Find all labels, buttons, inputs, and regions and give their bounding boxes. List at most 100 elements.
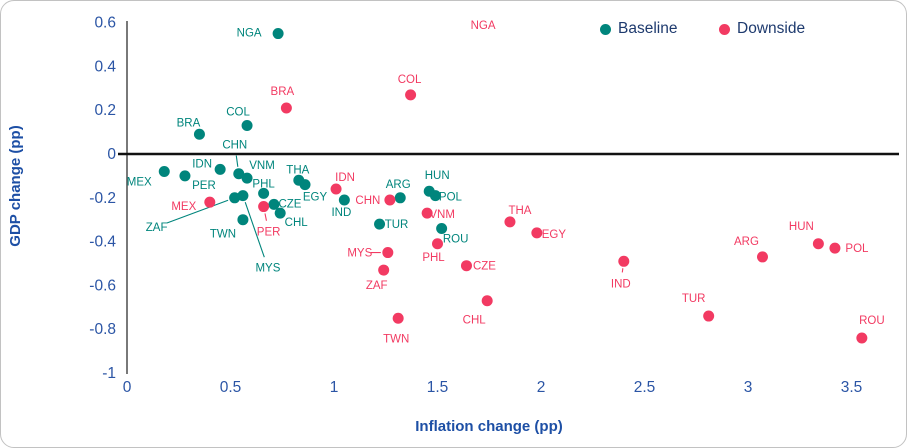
point-baseline-MYS: [237, 190, 249, 202]
y-tick-label: -1: [102, 365, 116, 382]
point-downside-CZE: [460, 260, 472, 272]
point-baseline-PHL: [258, 187, 270, 199]
point-downside-BRA: [280, 102, 292, 114]
point-downside-ROU: [856, 332, 868, 344]
leader-line-baseline-ZAF: [166, 199, 229, 224]
point-label-downside-ARG: ARG: [734, 236, 759, 248]
point-label-baseline-BRA: BRA: [177, 117, 201, 129]
point-baseline-ARG: [394, 192, 406, 204]
point-baseline-ZAF: [229, 192, 241, 204]
x-tick-label: 0: [123, 379, 132, 396]
legend-item-baseline: Baseline: [600, 20, 677, 38]
point-label-downside-MYS: MYS: [347, 248, 372, 260]
x-tick-label: 0.5: [220, 379, 242, 396]
point-label-downside-CHL: CHL: [463, 315, 487, 327]
point-downside-EGY: [531, 227, 543, 239]
point-label-baseline-CHN: CHN: [222, 140, 247, 152]
point-baseline-CZE: [268, 198, 280, 210]
x-tick-label: 3.5: [841, 379, 863, 396]
point-label-baseline-TUR: TUR: [385, 219, 409, 231]
point-downside-ZAF: [378, 264, 390, 276]
point-label-baseline-ARG: ARG: [386, 179, 411, 191]
x-axis-title: Inflation change (pp): [415, 418, 563, 435]
point-downside-THA: [504, 216, 516, 228]
point-label-baseline-PHL: PHL: [252, 178, 275, 190]
point-baseline-IDN: [214, 163, 226, 175]
point-baseline-EGY: [299, 179, 311, 191]
leader-line-downside-PER: [264, 213, 268, 221]
leader-line-baseline-CHN: [235, 155, 239, 167]
y-tick-label: -0.8: [89, 321, 116, 338]
point-baseline-POL: [429, 190, 441, 202]
point-label-downside-BRA: BRA: [271, 86, 295, 98]
point-downside-CHN: [384, 194, 396, 206]
point-label-downside-NGA: NGA: [471, 20, 496, 32]
point-label-baseline-HUN: HUN: [425, 170, 450, 182]
point-label-baseline-PER: PER: [192, 180, 216, 192]
point-downside-PHL: [432, 238, 443, 250]
point-label-baseline-COL: COL: [226, 107, 250, 119]
point-label-downside-POL: POL: [845, 243, 869, 255]
y-tick-label: -0.6: [89, 277, 116, 294]
point-baseline-PER: [179, 170, 191, 182]
legend-label-baseline: Baseline: [618, 20, 678, 37]
point-downside-ARG: [756, 251, 768, 263]
point-label-baseline-POL: POL: [439, 192, 463, 204]
x-tick-label: 2: [537, 379, 546, 396]
point-label-baseline-IND: IND: [331, 207, 351, 219]
point-label-downside-TUR: TUR: [682, 293, 706, 305]
y-tick-label: 0: [107, 146, 116, 163]
point-label-baseline-CZE: CZE: [278, 198, 301, 210]
point-label-downside-THA: THA: [508, 205, 531, 217]
point-label-downside-MEX: MEX: [171, 201, 196, 213]
legend-label-downside: Downside: [737, 20, 806, 37]
point-downside-PER: [258, 201, 270, 213]
point-baseline-IND: [338, 194, 350, 206]
point-label-baseline-IDN: IDN: [192, 158, 212, 170]
x-tick-label: 1.5: [427, 379, 449, 396]
y-tick-label: 0.6: [94, 15, 116, 32]
downside-marker-icon: [719, 23, 730, 35]
point-label-downside-PER: PER: [257, 227, 281, 239]
leader-line-baseline-MYS: [244, 202, 265, 258]
point-label-baseline-THA: THA: [286, 164, 309, 176]
point-label-baseline-ZAF: ZAF: [146, 222, 168, 234]
point-downside-MEX: [204, 196, 216, 208]
y-tick-label: 0.4: [94, 58, 116, 75]
point-label-baseline-MYS: MYS: [255, 263, 280, 275]
point-downside-HUN: [812, 238, 824, 250]
point-label-downside-IDN: IDN: [335, 172, 355, 184]
point-label-baseline-EGY: EGY: [303, 192, 328, 204]
point-label-baseline-NGA: NGA: [237, 28, 262, 40]
point-label-baseline-VNM: VNM: [249, 160, 275, 172]
point-downside-COL: [405, 89, 417, 101]
y-axis-title: GDP change (pp): [7, 125, 24, 247]
legend-item-downside: Downside: [719, 20, 805, 38]
point-label-downside-PHL: PHL: [422, 252, 445, 264]
y-tick-label: -0.4: [89, 234, 116, 251]
point-baseline-COL: [241, 120, 253, 132]
point-label-baseline-MEX: MEX: [127, 177, 152, 189]
leader-line-downside-IND: [621, 268, 624, 273]
point-label-downside-TWN: TWN: [383, 333, 409, 345]
point-baseline-MEX: [158, 166, 170, 178]
point-downside-TUR: [703, 310, 715, 322]
point-label-baseline-TWN: TWN: [210, 229, 236, 241]
point-label-baseline-CHL: CHL: [285, 217, 309, 229]
point-baseline-VNM: [241, 172, 253, 184]
point-downside-VNM: [421, 207, 433, 219]
baseline-marker-icon: [600, 23, 611, 35]
point-label-baseline-ROU: ROU: [443, 233, 469, 245]
point-label-downside-ROU: ROU: [859, 315, 885, 327]
x-tick-label: 3: [744, 379, 753, 396]
point-label-downside-ZAF: ZAF: [366, 280, 388, 292]
point-label-downside-EGY: EGY: [542, 229, 567, 241]
point-baseline-CHL: [274, 207, 286, 219]
point-label-downside-COL: COL: [398, 74, 422, 86]
point-label-downside-CHN: CHN: [355, 195, 380, 207]
point-label-downside-CZE: CZE: [473, 261, 496, 273]
point-baseline-NGA: [272, 28, 284, 40]
point-downside-MYS: [382, 247, 394, 259]
point-downside-TWN: [392, 312, 404, 324]
